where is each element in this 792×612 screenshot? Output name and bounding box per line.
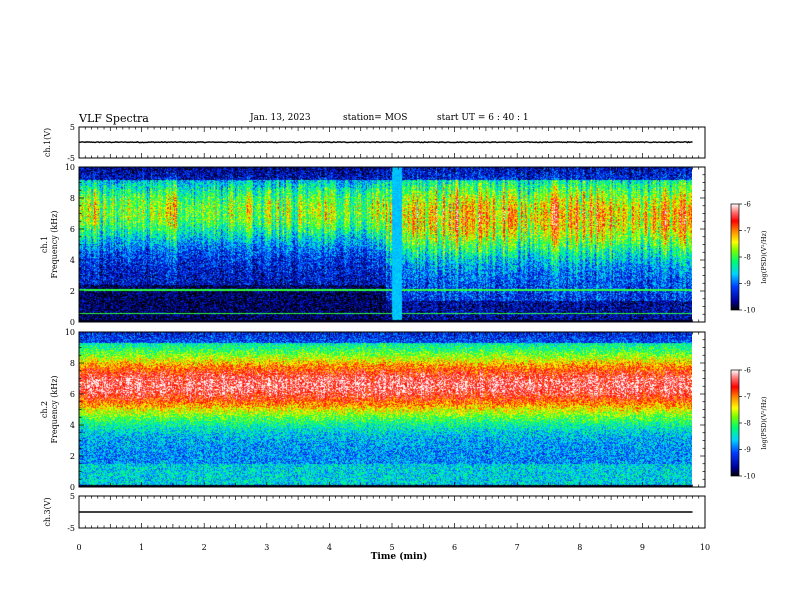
x-tick-label: 9 <box>640 543 645 552</box>
y-axis-channel-label: ch.1 <box>40 236 49 253</box>
ch1-colorbar-scale <box>730 203 740 311</box>
y-tick-label: -5 <box>67 524 75 533</box>
x-tick-label: 2 <box>202 543 207 552</box>
ch2-spectrogram-frame <box>78 331 706 488</box>
y-tick-label: 8 <box>70 359 75 368</box>
x-tick-label: 7 <box>515 543 520 552</box>
y-axis-label: ch.3(V) <box>43 497 52 526</box>
ch1-voltage-trace <box>78 140 693 144</box>
x-tick-label: 0 <box>76 543 81 552</box>
y-tick-label: 2 <box>70 452 75 461</box>
ch1-colorbar: -6 -7 -8 -9 -10 log(PSD)(V²/Hz) <box>730 201 768 315</box>
colorbar-tick-label: -8 <box>744 254 751 262</box>
x-tick-label: 10 <box>700 543 710 552</box>
y-tick-label: 4 <box>70 421 75 430</box>
ch2-spectrogram-image <box>79 332 692 487</box>
y-tick-label: 10 <box>65 328 75 337</box>
colorbar-label: log(PSD)(V²/Hz) <box>760 396 768 449</box>
y-tick-label: 4 <box>70 256 75 265</box>
y-tick-label: 8 <box>70 194 75 203</box>
y-tick-label: 5 <box>70 492 75 501</box>
y-tick-label: 6 <box>70 225 75 234</box>
colorbar-tick-label: -7 <box>744 227 751 235</box>
colorbar-tick-label: -8 <box>744 420 751 428</box>
colorbar-tick-label: -6 <box>744 367 751 375</box>
colorbar-tick-label: -7 <box>744 393 751 401</box>
y-axis-label: Frequency (kHz) <box>50 210 59 278</box>
ch1-spectrogram-image <box>79 167 692 322</box>
y-tick-label: 6 <box>70 390 75 399</box>
ch2-colorbar: -6 -7 -8 -9 -10 log(PSD)(V²/Hz) <box>730 367 768 481</box>
y-tick-label: 0 <box>70 318 75 327</box>
figure-title: VLF Spectra <box>79 112 149 125</box>
colorbar-tick-label: -10 <box>744 473 755 481</box>
colorbar-tick-label: -9 <box>744 280 751 288</box>
ch2-spectrogram-axes: 0 2 4 6 8 10 ch.2 Frequency (kHz) <box>40 328 706 492</box>
station-label: station= MOS <box>343 113 408 123</box>
x-tick-label: 1 <box>139 543 144 552</box>
x-tick-label: 8 <box>577 543 582 552</box>
y-tick-label: 5 <box>70 123 75 132</box>
ch3-voltage-frame <box>78 495 706 529</box>
y-tick-label: 10 <box>65 163 75 172</box>
x-tick-label: 4 <box>327 543 332 552</box>
colorbar-tick-label: -9 <box>744 446 751 454</box>
colorbar-tick-label: -10 <box>744 307 755 315</box>
y-tick-label: 2 <box>70 287 75 296</box>
start-time-label: start UT = 6 : 40 : 1 <box>437 113 529 123</box>
y-tick-label: 0 <box>70 483 75 492</box>
ch1-voltage-frame <box>78 126 706 159</box>
x-tick-label: 3 <box>264 543 269 552</box>
y-tick-label: -5 <box>67 154 75 163</box>
y-axis-label: ch.1(V) <box>43 128 52 157</box>
y-axis-label: Frequency (kHz) <box>50 375 59 443</box>
colorbar-label: log(PSD)(V²/Hz) <box>760 230 768 283</box>
x-tick-label: 6 <box>452 543 457 552</box>
y-axis-channel-label: ch.2 <box>40 401 49 418</box>
x-tick-label: 5 <box>389 543 394 552</box>
ch1-voltage-panel: 5 -5 ch.1(V) <box>43 123 706 163</box>
date-label: Jan. 13, 2023 <box>250 113 311 123</box>
ch1-spectrogram-frame <box>78 166 706 323</box>
ch3-voltage-panel: 5 -5 ch.3(V) 0 1 2 3 4 5 6 7 8 9 10 Time (min) <box>43 492 710 562</box>
colorbar-tick-label: -6 <box>744 201 751 209</box>
x-axis-label: Time (min) <box>371 551 428 562</box>
ch2-colorbar-scale <box>730 369 740 477</box>
